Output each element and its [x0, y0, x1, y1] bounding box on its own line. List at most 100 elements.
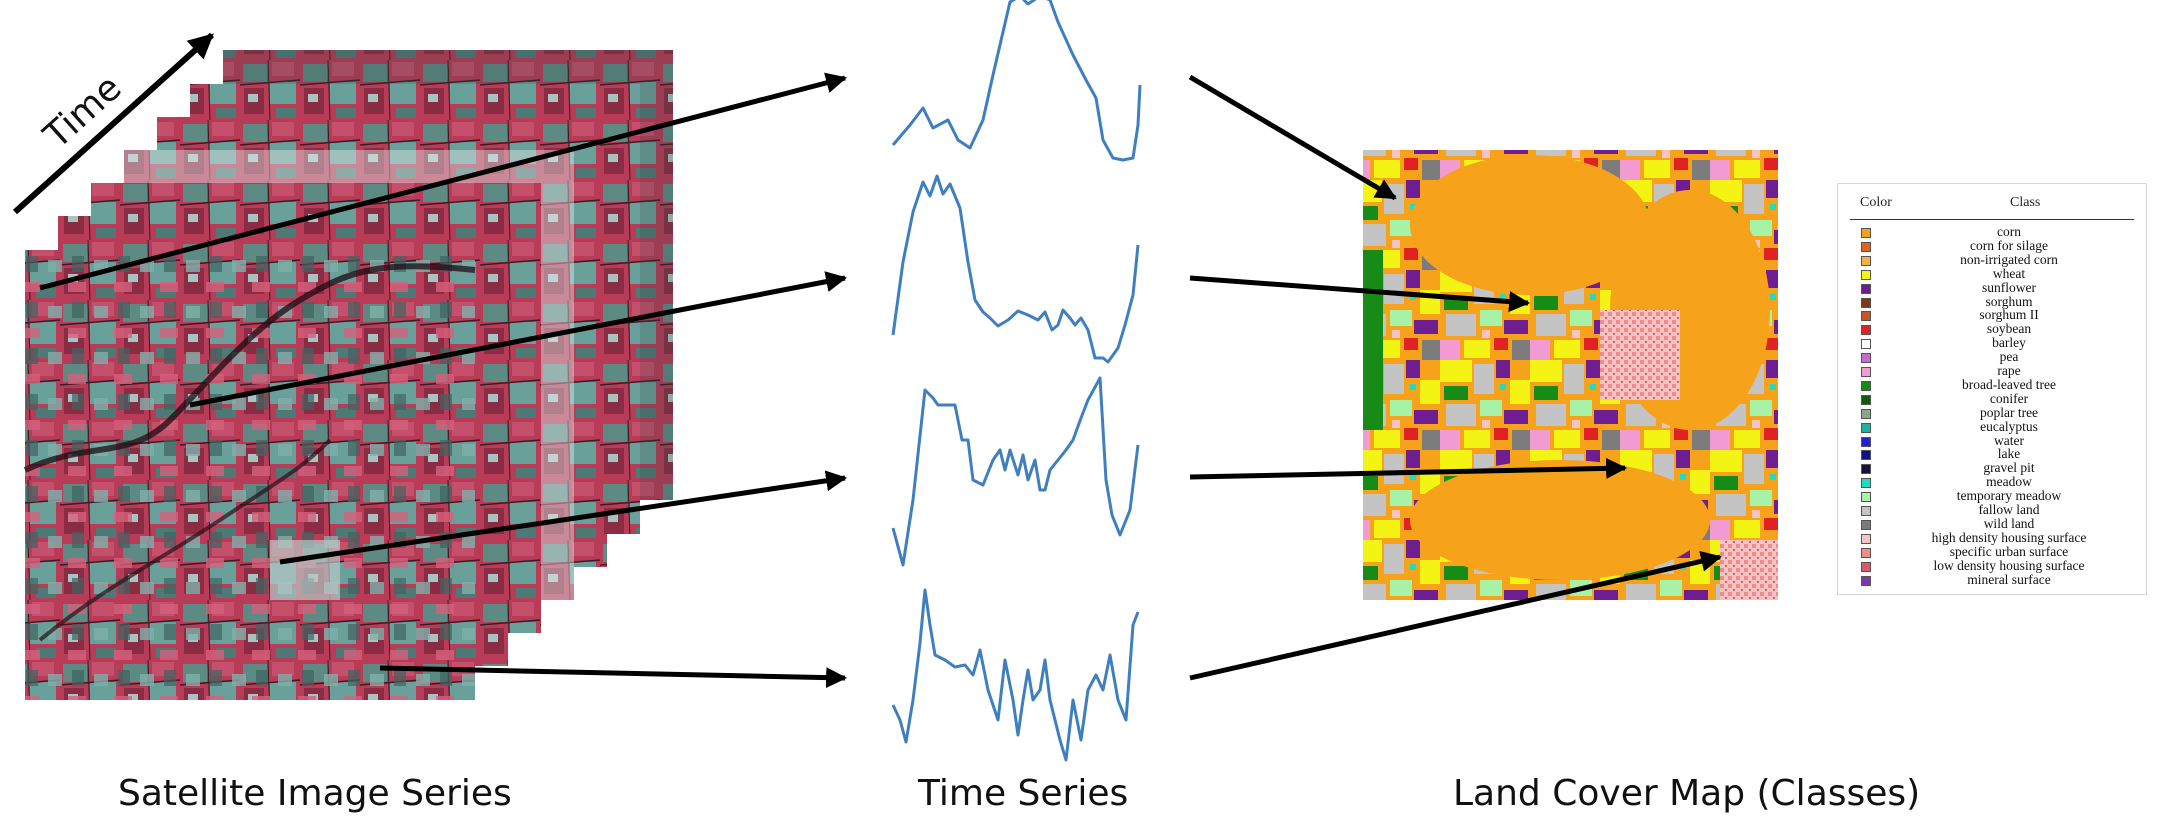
legend-swatch [1861, 339, 1871, 350]
legend-label: eucalyptus [1980, 418, 2038, 434]
legend-label: rape [1997, 363, 2021, 378]
time-series-line-2 [891, 174, 1140, 364]
legend-label: wild land [1983, 515, 2035, 531]
legend-row: gravel pit [1838, 460, 2146, 476]
arrow-to-map-3 [1189, 457, 1628, 480]
urban-area [1720, 540, 1778, 600]
legend-label: sorghum [1985, 293, 2033, 309]
legend-swatch [1861, 394, 1871, 405]
time-axis-label: Time [36, 67, 130, 157]
river [23, 263, 476, 473]
legend-swatch [1861, 241, 1871, 252]
legend-swatch [1861, 255, 1871, 266]
land-cover-map [1363, 150, 1778, 600]
legend-swatch [1861, 547, 1871, 558]
legend-row: broad-leaved tree [1838, 376, 2146, 393]
legend-label: high density housing surface [1931, 529, 2087, 545]
legend-row: specific urban surface [1838, 543, 2146, 560]
legend-row: corn [1838, 224, 2146, 240]
legend-swatch [1861, 519, 1871, 530]
legend-row: water [1838, 432, 2146, 449]
legend-label: sunflower [1982, 279, 2036, 295]
corn-region [1410, 155, 1650, 295]
legend-swatch [1861, 561, 1871, 572]
legend-label: non-irrigated corn [1960, 251, 2058, 267]
legend-label: corn for silage [1970, 237, 2048, 253]
land-cover-legend: Color Class corn corn for silage non-irrig… [1837, 183, 2147, 595]
legend-swatch [1861, 506, 1871, 516]
time-axis-arrow [12, 32, 215, 215]
time-series-group [891, 0, 1142, 762]
legend-swatch [1861, 297, 1871, 308]
legend-label: pea [1999, 349, 2019, 365]
legend-swatch [1861, 353, 1871, 364]
time-series-caption: Time Series [918, 773, 1129, 814]
legend-label: mineral surface [1967, 571, 2051, 587]
legend-row: temporary meadow [1838, 488, 2146, 504]
legend-label: gravel pit [1983, 460, 2035, 476]
legend-swatch [1861, 450, 1871, 461]
legend-row: sunflower [1838, 279, 2146, 296]
arrow-to-series-2 [189, 271, 848, 408]
legend-row: non-irrigated corn [1838, 251, 2146, 268]
legend-row: corn for silage [1838, 237, 2146, 254]
legend-divider [1850, 219, 2134, 220]
legend-swatch [1861, 228, 1871, 238]
legend-row: lake [1838, 446, 2146, 462]
legend-swatch [1861, 533, 1871, 544]
arrow-to-series-1 [39, 72, 848, 291]
arrow-to-series-4 [379, 665, 848, 689]
legend-row: sorghum [1838, 293, 2146, 310]
legend-row: wild land [1838, 515, 2146, 532]
arrow-to-map-2 [1189, 275, 1531, 313]
satellite-frame-front-detail [25, 250, 475, 700]
legend-row: barley [1838, 335, 2146, 351]
legend-row: meadow [1838, 475, 2146, 490]
legend-color-header: Color [1860, 195, 1892, 210]
legend-row: poplar tree [1838, 405, 2146, 421]
time-series-line-4 [891, 588, 1140, 762]
arrow-to-series-3 [279, 470, 848, 565]
time-series-line-3 [891, 376, 1140, 567]
legend-label: water [1994, 432, 2024, 448]
legend-swatch [1861, 408, 1871, 419]
legend-label: sorghum II [1979, 307, 2039, 323]
legend-label: fallow land [1978, 502, 2040, 517]
satellite-caption: Satellite Image Series [118, 773, 512, 814]
legend-row: conifer [1838, 390, 2146, 407]
land-cover-caption: Land Cover Map (Classes) [1453, 773, 1921, 814]
legend-label: barley [1992, 335, 2026, 351]
legend-swatch [1861, 380, 1871, 391]
legend-row: eucalyptus [1838, 418, 2146, 435]
legend-row: fallow land [1838, 502, 2146, 518]
legend-label: soybean [1986, 321, 2032, 337]
legend-swatch [1861, 269, 1871, 280]
arrows [39, 72, 1723, 689]
legend-swatch [1861, 283, 1871, 294]
legend-label: corn [1997, 224, 2021, 239]
time-series-line-1 [891, 0, 1142, 162]
corn-region [1410, 460, 1710, 580]
legend-label: conifer [1989, 390, 2029, 406]
legend-row: high density housing surface [1838, 529, 2146, 546]
legend-swatch [1861, 492, 1871, 503]
legend-label: broad-leaved tree [1961, 376, 2057, 392]
arrow-to-map-4 [1189, 550, 1723, 681]
legend-label: temporary meadow [1956, 488, 2062, 504]
urban-area [1600, 310, 1680, 400]
legend-swatch [1861, 436, 1871, 447]
legend-label: lake [1997, 446, 2021, 462]
legend-swatch [1861, 367, 1871, 377]
legend-swatch [1861, 311, 1871, 322]
legend-row: wheat [1838, 266, 2146, 282]
legend-row: soybean [1838, 321, 2146, 337]
legend-class-header: Class [2010, 195, 2041, 210]
legend-row: pea [1838, 349, 2146, 365]
legend-row: rape [1838, 363, 2146, 379]
legend-label: specific urban surface [1949, 543, 2069, 559]
town [270, 540, 340, 600]
arrow-to-map-1 [1188, 74, 1397, 201]
legend-swatch [1861, 325, 1871, 336]
legend-row: mineral surface [1838, 571, 2146, 588]
